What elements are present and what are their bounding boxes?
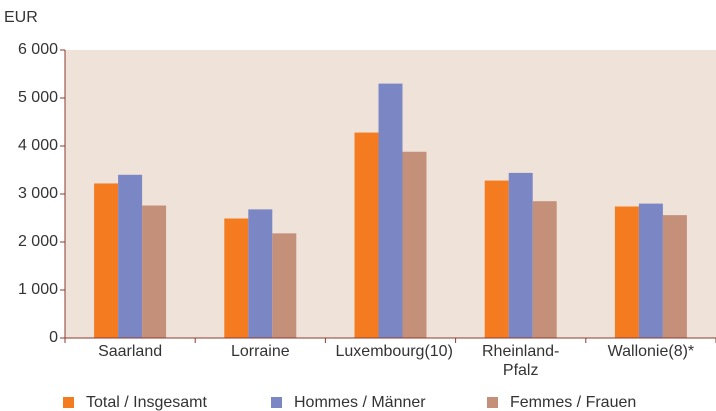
bar <box>224 218 249 338</box>
y-tick-label: 6 000 <box>18 41 58 58</box>
x-tick-label: Luxembourg(10) <box>335 343 453 360</box>
bar <box>638 203 663 338</box>
y-tick-label: 4 000 <box>18 137 58 154</box>
legend-label: Hommes / Männer <box>294 394 426 411</box>
y-tick-label: 5 000 <box>18 89 58 106</box>
bar <box>272 233 297 338</box>
legend-swatch <box>271 397 282 408</box>
bar <box>484 180 509 338</box>
legend-swatch <box>63 397 74 408</box>
legend-swatch <box>487 397 498 408</box>
x-tick-label: Saarland <box>98 343 163 360</box>
x-tick-label: Lorraine <box>230 343 290 360</box>
bar <box>378 83 403 338</box>
bar <box>248 209 273 338</box>
y-tick-label: 1 000 <box>18 281 58 298</box>
bar <box>142 205 167 338</box>
y-unit: EUR <box>4 9 38 26</box>
bar <box>532 201 557 338</box>
bar <box>614 206 639 338</box>
bar <box>508 172 533 338</box>
x-tick-label: Wallonie(8)* <box>607 343 695 360</box>
y-tick-label: 2 000 <box>18 233 58 250</box>
bar <box>118 174 143 338</box>
y-tick-label: 3 000 <box>18 185 58 202</box>
bar <box>354 132 379 338</box>
legend-label: Femmes / Frauen <box>510 394 636 411</box>
bar <box>662 215 687 338</box>
bar <box>402 151 427 338</box>
bar <box>94 183 119 338</box>
legend-label: Total / Insgesamt <box>86 394 208 411</box>
x-tick-label: Rheinland-Pfalz <box>481 343 560 379</box>
y-tick-label: 0 <box>49 329 58 346</box>
